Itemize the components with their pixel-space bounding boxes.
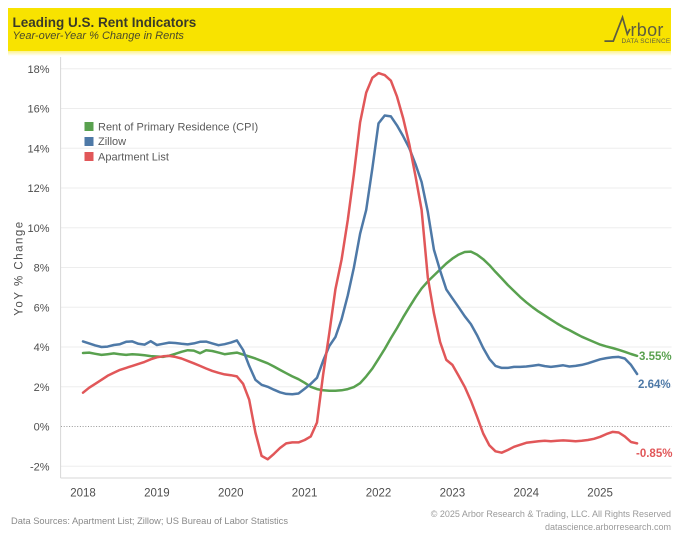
- svg-text:Apartment List: Apartment List: [98, 152, 169, 164]
- svg-text:-0.85%: -0.85%: [636, 448, 672, 460]
- svg-text:-2%: -2%: [30, 461, 50, 473]
- svg-text:2025: 2025: [587, 488, 613, 500]
- svg-text:0%: 0%: [34, 422, 50, 434]
- svg-text:10%: 10%: [27, 223, 49, 235]
- svg-text:2%: 2%: [34, 382, 50, 394]
- svg-text:14%: 14%: [27, 143, 49, 155]
- svg-text:2018: 2018: [70, 488, 96, 500]
- svg-text:2023: 2023: [440, 488, 466, 500]
- svg-text:rbor: rbor: [631, 20, 664, 40]
- svg-text:2021: 2021: [292, 488, 318, 500]
- svg-text:4%: 4%: [34, 342, 50, 354]
- svg-text:Zillow: Zillow: [98, 136, 126, 148]
- svg-text:2022: 2022: [366, 488, 392, 500]
- svg-text:8%: 8%: [34, 263, 50, 275]
- svg-text:16%: 16%: [27, 104, 49, 116]
- svg-text:6%: 6%: [34, 302, 50, 314]
- svg-text:3.55%: 3.55%: [639, 351, 672, 363]
- svg-text:Rent of Primary Residence (CPI: Rent of Primary Residence (CPI): [98, 122, 258, 134]
- svg-text:YoY % Change: YoY % Change: [14, 220, 26, 315]
- svg-text:2019: 2019: [144, 488, 170, 500]
- svg-text:2024: 2024: [514, 488, 540, 500]
- svg-text:2.64%: 2.64%: [638, 379, 671, 391]
- svg-text:18%: 18%: [27, 64, 49, 76]
- svg-text:12%: 12%: [27, 183, 49, 195]
- svg-text:DATA SCIENCE: DATA SCIENCE: [622, 38, 671, 45]
- svg-text:2020: 2020: [218, 488, 244, 500]
